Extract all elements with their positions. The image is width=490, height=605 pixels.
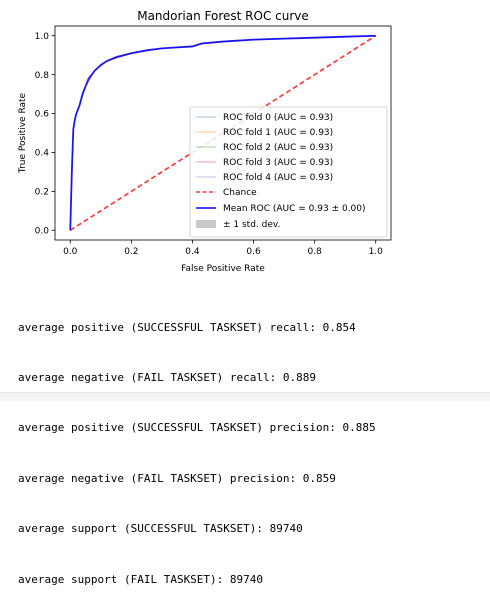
output-line: average negative (FAIL TASKSET) precisio… — [18, 471, 336, 485]
legend-label-5: Chance — [223, 188, 257, 198]
legend-label-4: ROC fold 4 (AUC = 0.93) — [223, 173, 333, 183]
x-tick-label: 0.4 — [185, 247, 200, 257]
x-tick-label: 0.2 — [124, 247, 138, 257]
roc-chart: Mandorian Forest ROC curve 0.0 0.2 0.4 0.6 0… — [0, 0, 490, 285]
legend-label-3: ROC fold 3 (AUC = 0.93) — [223, 158, 333, 168]
x-tick-label: 0.0 — [63, 247, 78, 257]
output-line: average support (SUCCESSFUL TASKSET): 89… — [18, 522, 303, 536]
plot-frame — [54, 25, 392, 241]
legend-box — [189, 106, 388, 238]
plot-area — [69, 34, 377, 231]
legend-label-std: ± 1 std. dev. — [223, 220, 280, 230]
x-tick-label: 0.8 — [307, 247, 322, 257]
legend-label-0: ROC fold 0 (AUC = 0.93) — [223, 113, 333, 123]
output-line: average positive (SUCCESSFUL TASKSET) re… — [18, 320, 356, 334]
cell-output: average positive (SUCCESSFUL TASKSET) re… — [18, 286, 376, 605]
y-tick-label: 0.4 — [35, 149, 50, 159]
output-line: average positive (SUCCESSFUL TASKSET) pr… — [18, 421, 376, 435]
x-tick-label: 1.0 — [369, 247, 384, 257]
legend: ROC fold 0 (AUC = 0.93) ROC fold 1 (AUC =… — [189, 106, 388, 238]
y-tick-label: 1.0 — [35, 32, 50, 42]
axes-ticks: 0.0 0.2 0.4 0.6 0.8 1.0 0.0 0.2 0.4 0.6 0.8 1.0 — [35, 32, 383, 257]
legend-label-1: ROC fold 1 (AUC = 0.93) — [223, 128, 333, 138]
legend-label-2: ROC fold 2 (AUC = 0.93) — [223, 143, 333, 153]
series-line-6 — [69, 34, 376, 231]
x-axis-label: False Positive Rate — [181, 264, 265, 274]
legend-label-6: Mean ROC (AUC = 0.93 ± 0.00) — [223, 204, 366, 214]
y-tick-label: 0.0 — [35, 226, 50, 236]
legend-swatch-std — [196, 220, 216, 228]
output-line: average negative (FAIL TASKSET) recall: … — [18, 370, 317, 384]
y-axis-label: True Positive Rate — [18, 92, 28, 174]
y-tick-label: 0.2 — [35, 188, 49, 198]
x-tick-label: 0.6 — [246, 247, 261, 257]
output-line: average support (FAIL TASKSET): 89740 — [18, 572, 264, 586]
y-tick-label: 0.8 — [35, 71, 50, 81]
chart-title: Mandorian Forest ROC curve — [137, 9, 309, 23]
next-cell-edge — [0, 392, 490, 401]
series-line-5 — [69, 35, 377, 231]
y-tick-label: 0.6 — [35, 110, 50, 120]
